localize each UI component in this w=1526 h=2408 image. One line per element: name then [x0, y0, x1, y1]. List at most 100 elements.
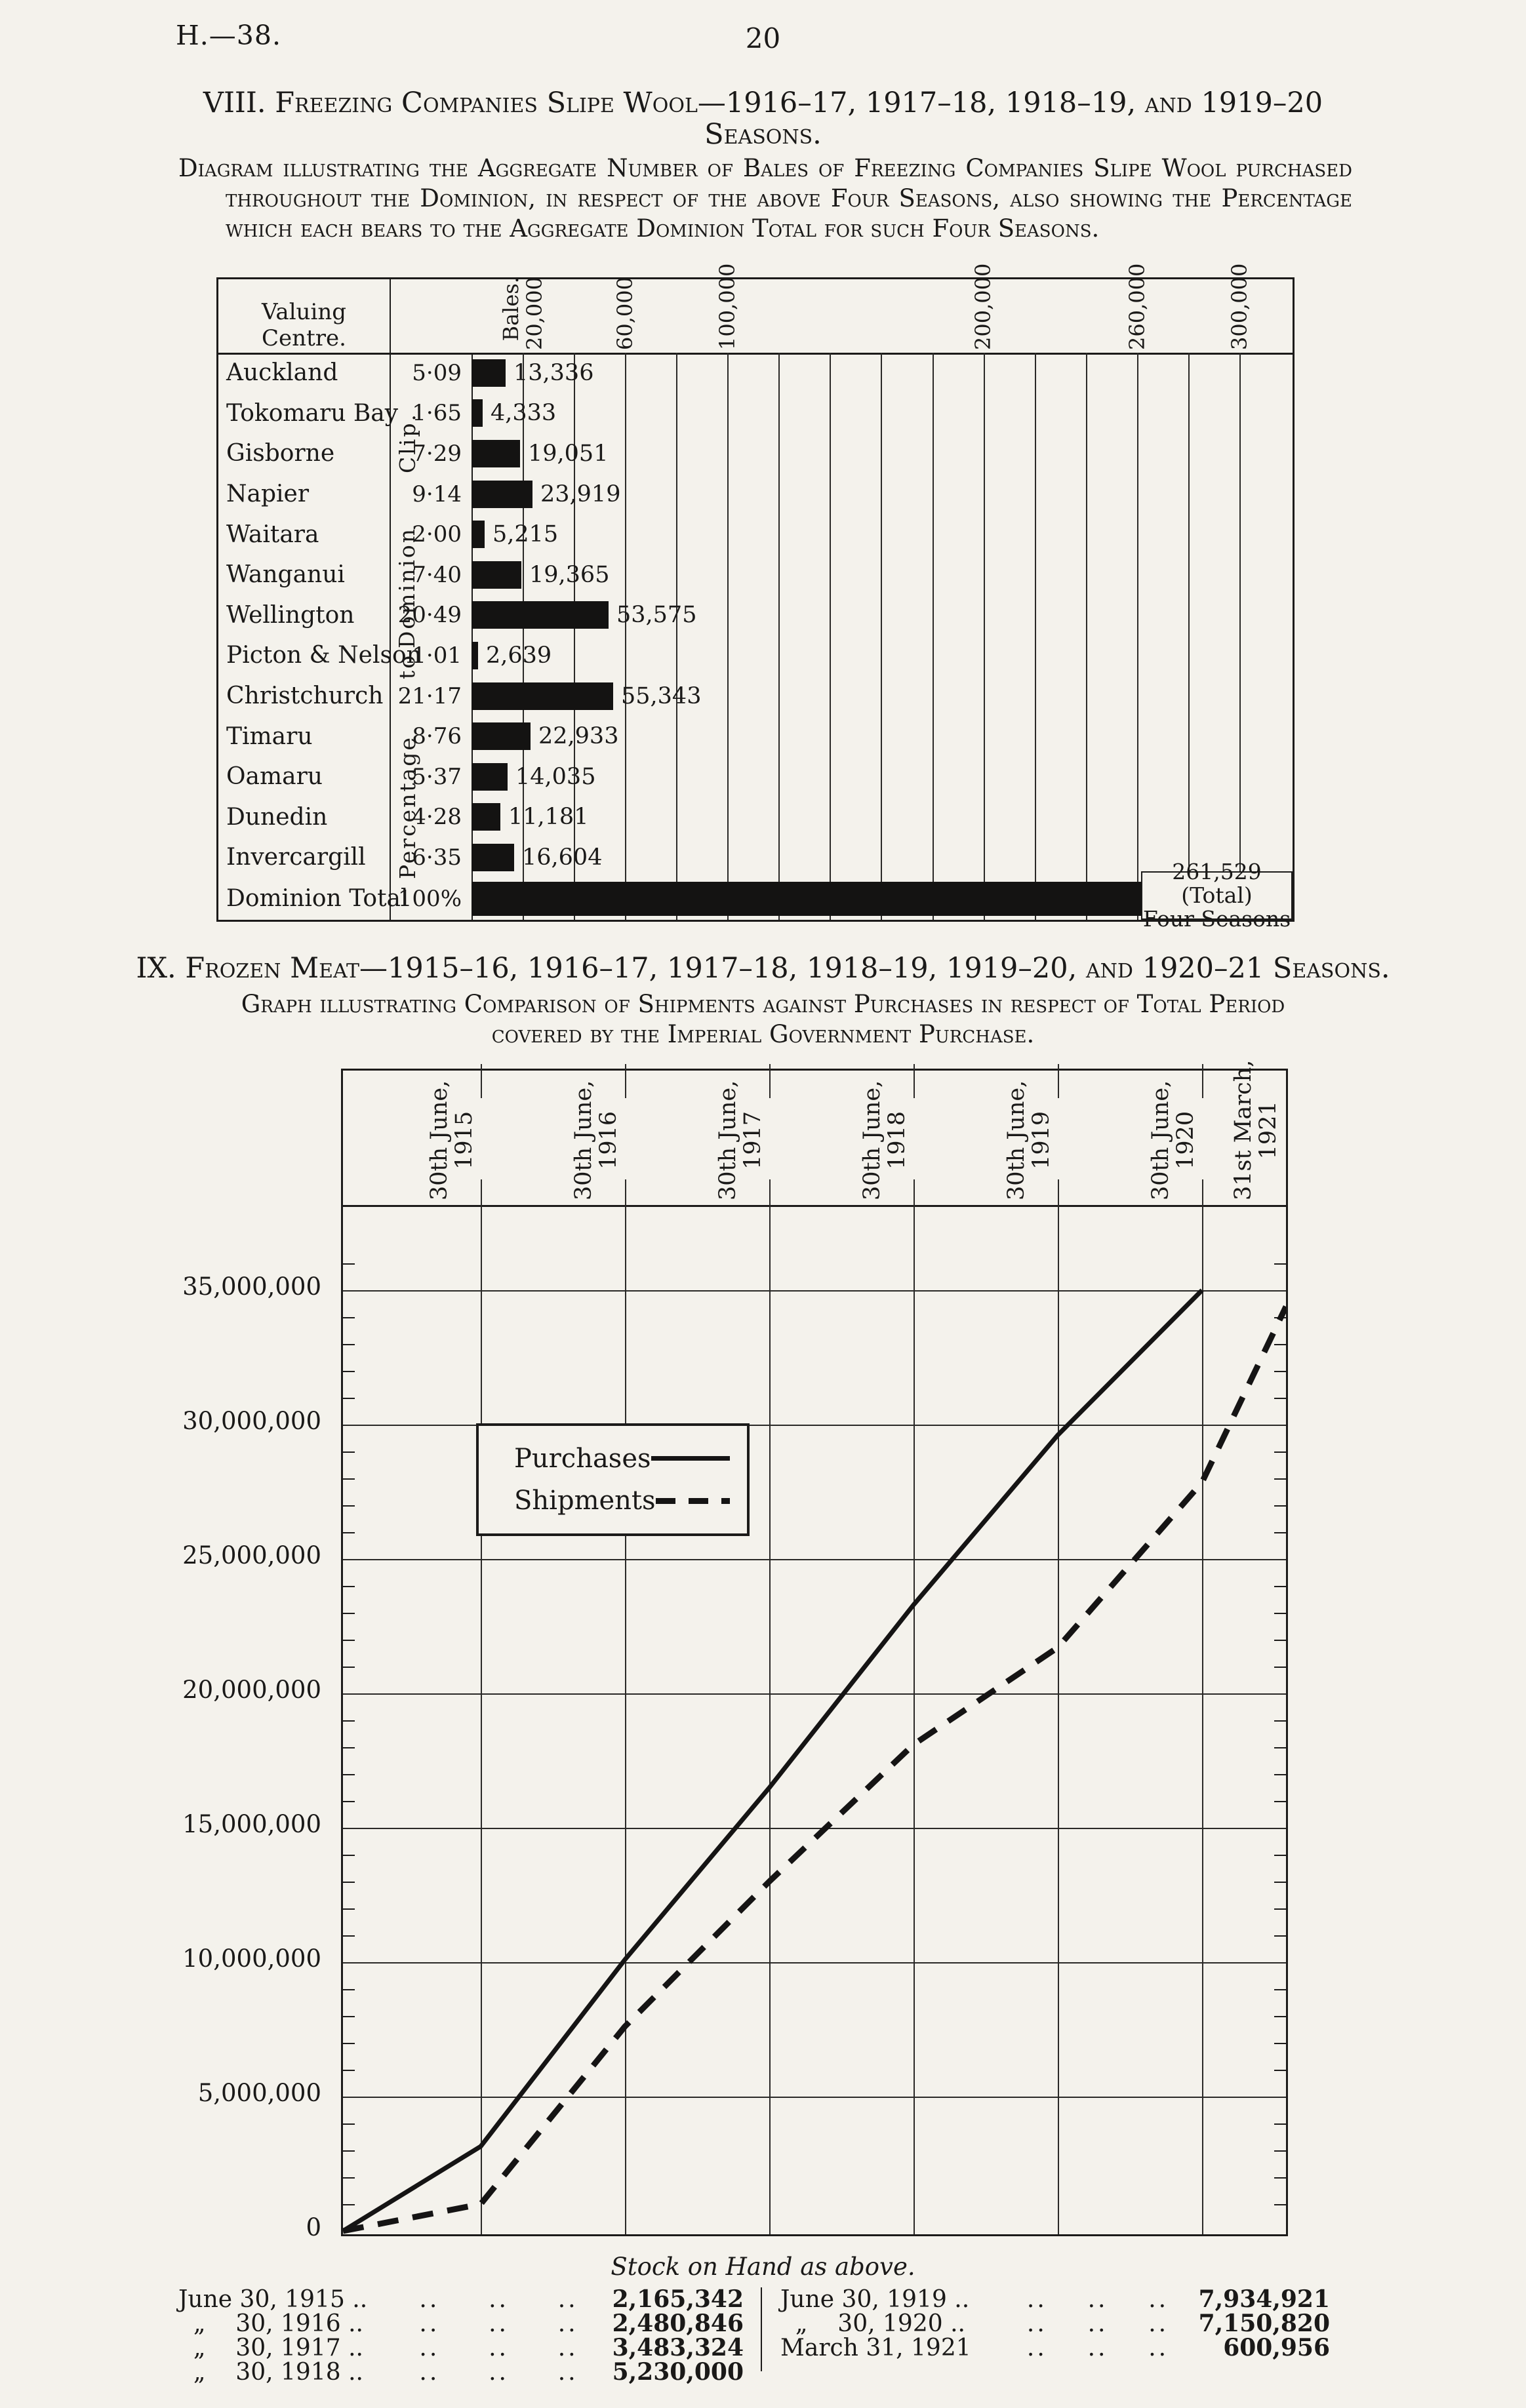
bar-track: 22,933 [472, 722, 1293, 751]
stock-date: June 30, 1915 .. [178, 2286, 368, 2313]
x-axis-label: 30th June, 1918 [859, 1080, 910, 1200]
x-axis-label: 31st March, 1921 [1230, 1059, 1281, 1200]
minor-tick-right [1274, 1855, 1286, 1856]
section-ix-description-line1: Graph illustrating Comparison of Shipmen… [241, 990, 1285, 1018]
bar-track: 11,181 [472, 803, 1293, 831]
stock-value: 2,165,342 [612, 2285, 744, 2313]
stock-date: March 31, 1921 [780, 2335, 971, 2361]
x-label-band-divider [343, 1205, 1286, 1207]
bar-track: 14,035 [472, 762, 1293, 791]
minor-tick-right [1274, 1747, 1286, 1748]
name-column-divider [390, 279, 391, 920]
bar [472, 561, 521, 589]
bar-value-label: 23,919 [540, 481, 621, 507]
date-tick-stub [1202, 1179, 1203, 1207]
y-axis-label: 0 [306, 2213, 321, 2241]
page-number: 20 [745, 22, 781, 54]
x-axis-label: 30th June, 1915 [426, 1080, 477, 1200]
bar [472, 762, 508, 791]
minor-tick-left [343, 1720, 355, 1722]
table-row: Waitara 2·00 5,215 [218, 514, 1293, 555]
minor-tick-left [343, 1532, 355, 1533]
axis-tick-label-100000: 100,000 [715, 263, 740, 350]
total-annotation-line2: Four Seasons [1142, 906, 1291, 932]
minor-tick-right [1274, 1532, 1286, 1533]
centre-label: Gisborne [226, 440, 335, 467]
wool-gridline [1239, 353, 1241, 920]
y-axis-label: 35,000,000 [182, 1273, 321, 1301]
minor-tick-right [1274, 2123, 1286, 2125]
x-axis-label: 30th June, 1920 [1148, 1080, 1199, 1200]
section-viii-title-line2: Seasons. [704, 118, 822, 151]
stock-table-title: Stock on Hand as above. [611, 2253, 915, 2281]
minor-tick-left [343, 1667, 355, 1668]
minor-tick-right [1274, 1882, 1286, 1883]
stock-date: „ 30, 1916 .. [178, 2310, 363, 2337]
stock-value: 2,480,846 [612, 2310, 744, 2337]
minor-tick-left [343, 1317, 355, 1318]
bar-track: 53,575 [472, 601, 1293, 629]
bar-value-label: 2,639 [486, 642, 552, 669]
bar [472, 641, 478, 669]
minor-tick-left [343, 1747, 355, 1748]
bar-track: 5,215 [472, 521, 1293, 549]
stock-value: 600,956 [1223, 2334, 1331, 2361]
x-axis-label: 30th June, 1919 [1003, 1080, 1054, 1200]
centre-label: Invercargill [226, 844, 366, 871]
table-row: Wanganui 7·40 19,365 [218, 555, 1293, 595]
centre-label: Auckland [226, 359, 338, 387]
wool-gridline [1137, 353, 1138, 920]
percent-value: 8·76 [412, 723, 462, 750]
bar-value-label: 13,336 [513, 359, 594, 386]
minor-tick-left [343, 2150, 355, 2152]
axis-tick-label-20000: Bales. 20,000 [498, 277, 547, 350]
minor-tick-right [1274, 1908, 1286, 1910]
bar-value-label: 22,933 [538, 723, 619, 750]
minor-tick-left [343, 1935, 355, 1937]
bar-track: 19,365 [472, 561, 1293, 589]
bar [472, 881, 1141, 916]
purchases-line [343, 1288, 1204, 2233]
bar-value-label: 19,051 [528, 440, 609, 467]
minor-tick-right [1274, 1801, 1286, 1802]
minor-tick-left [343, 1398, 355, 1399]
stock-date: June 30, 1919 .. [780, 2286, 970, 2313]
gridline-date [769, 1205, 771, 2234]
wool-gridline [727, 353, 729, 920]
y-axis-label: 25,000,000 [182, 1541, 321, 1569]
minor-tick-right [1274, 2177, 1286, 2179]
gridline-horizontal [343, 1290, 1286, 1292]
minor-tick-left [343, 1371, 355, 1372]
minor-tick-right [1274, 1263, 1286, 1265]
percent-value: 7·40 [412, 561, 462, 588]
minor-tick-right [1274, 1371, 1286, 1372]
section-viii-title-line1: VIII. Freezing Companies Slipe Wool—1916… [203, 87, 1323, 119]
bar [472, 359, 506, 387]
date-tick-stub [625, 1064, 626, 1098]
wool-gridline [778, 353, 780, 920]
stock-date: „ 30, 1917 .. [178, 2335, 363, 2361]
line-series-plot [343, 1288, 1286, 2234]
stock-row: June 30, 1915 ........ 2,165,342 [178, 2285, 744, 2313]
date-tick-stub [481, 1179, 482, 1207]
date-tick-stub [769, 1064, 771, 1098]
bar-track: 4,333 [472, 399, 1293, 427]
legend-entry-purchases: Purchases [514, 1444, 730, 1474]
percent-value: 100% [397, 885, 462, 912]
minor-tick-left [343, 1613, 355, 1614]
centre-label: Christchurch [226, 682, 384, 710]
wool-chart-header: Valuing Centre. Bales. 20,000 60,000 100… [218, 264, 1293, 353]
minor-tick-right [1274, 2043, 1286, 2044]
centre-label: Timaru [226, 722, 313, 750]
percent-value: 4·28 [412, 804, 462, 831]
stock-row: „ 30, 1920 ........ 7,150,820 [780, 2310, 1331, 2337]
gridline-horizontal [343, 1693, 1286, 1695]
centre-label: Napier [226, 481, 310, 508]
bar [472, 843, 514, 871]
gridline-date [1058, 1205, 1059, 2234]
percent-value: 1·01 [412, 642, 462, 669]
stock-row: March 31, 1921...... 600,956 [780, 2334, 1331, 2361]
gridline-horizontal [343, 2097, 1286, 2098]
y-axis-label: 15,000,000 [182, 1810, 321, 1838]
axis-tick-label-200000: 200,000 [971, 263, 995, 350]
